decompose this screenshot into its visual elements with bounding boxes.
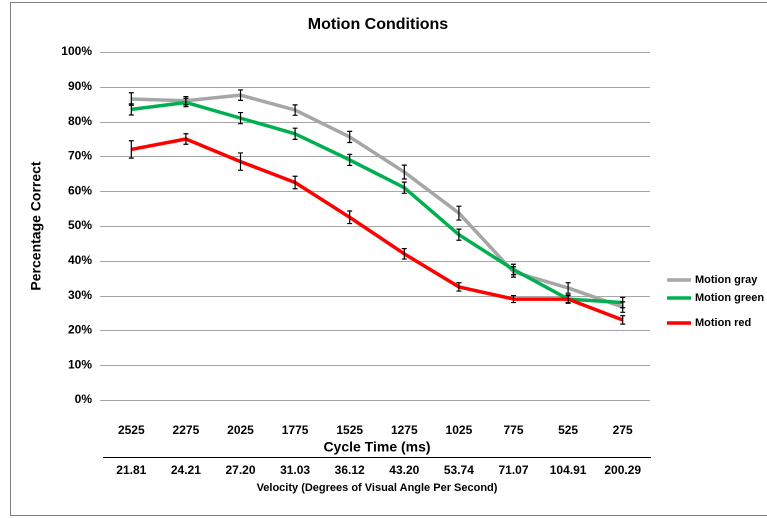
- error-bar: [620, 296, 626, 309]
- x2-tick-label: 43.20: [389, 463, 419, 477]
- x2-tick-label: 31.03: [280, 463, 310, 477]
- x-tick-label: 1775: [282, 423, 309, 437]
- x-tick-label: 1025: [446, 423, 473, 437]
- error-bar: [565, 282, 571, 294]
- y-axis-title: Percentage Correct: [28, 161, 44, 291]
- y-tick-label: 40%: [68, 253, 92, 267]
- x-tick-label: 2525: [118, 423, 145, 437]
- x-tick-label: 2275: [173, 423, 200, 437]
- error-bar: [347, 130, 353, 144]
- error-bar: [238, 111, 243, 125]
- x2-tick-label: 27.20: [225, 463, 255, 477]
- error-bar: [292, 104, 298, 116]
- y-tick-label: 60%: [68, 183, 92, 197]
- error-bar: [238, 152, 243, 171]
- y-tick-label: 50%: [68, 218, 92, 232]
- x2-tick-label: 71.07: [498, 463, 528, 477]
- error-bar: [238, 89, 243, 101]
- error-bar: [292, 175, 298, 190]
- x2-tick-label: 24.21: [171, 463, 201, 477]
- error-bar: [128, 103, 134, 116]
- x2-tick-label: 53.74: [444, 463, 474, 477]
- x2-tick-label: 36.12: [335, 463, 365, 477]
- y-tick-label: 20%: [68, 323, 92, 337]
- y-tick-label: 100%: [61, 44, 92, 58]
- x-axis-title: Cycle Time (ms): [323, 439, 430, 455]
- chart-title: Motion Conditions: [308, 16, 449, 33]
- y-tick-label: 80%: [68, 114, 92, 128]
- x-tick-label: 2025: [227, 423, 254, 437]
- error-bar: [456, 228, 462, 241]
- error-bar: [620, 315, 626, 325]
- y-tick-label: 70%: [68, 149, 92, 163]
- x-tick-label: 275: [613, 423, 633, 437]
- series-line: [131, 100, 623, 305]
- error-bar: [347, 210, 353, 225]
- x2-tick-label: 200.29: [604, 463, 641, 477]
- error-bar: [401, 164, 407, 180]
- legend-label: Motion red: [695, 317, 751, 329]
- x2-tick-label: 21.81: [116, 463, 146, 477]
- error-bar: [511, 295, 516, 304]
- x-tick-label: 775: [503, 423, 523, 437]
- error-bar: [183, 133, 189, 145]
- x-tick-label: 525: [558, 423, 578, 437]
- error-bar: [456, 282, 462, 292]
- error-bar: [456, 205, 462, 221]
- error-bar: [183, 97, 189, 108]
- error-bar: [292, 127, 298, 140]
- x-tick-label: 1275: [391, 423, 418, 437]
- x-tick-label: 1525: [336, 423, 363, 437]
- error-bar: [511, 263, 516, 276]
- error-bar: [401, 248, 407, 260]
- error-bar: [565, 295, 571, 304]
- series-line: [130, 137, 624, 322]
- y-tick-label: 0%: [75, 392, 93, 406]
- y-tick-label: 10%: [68, 357, 92, 371]
- y-tick-label: 30%: [68, 288, 92, 302]
- error-bar: [401, 181, 407, 194]
- x2-tick-label: 104.91: [550, 463, 587, 477]
- y-tick-label: 90%: [68, 79, 92, 93]
- legend-label: Motion green: [695, 292, 764, 304]
- x2-axis-title: Velocity (Degrees of Visual Angle Per Se…: [257, 482, 498, 494]
- series-line: [131, 93, 624, 309]
- legend-label: Motion gray: [695, 274, 758, 286]
- error-bar: [128, 140, 134, 159]
- error-bar: [347, 153, 353, 167]
